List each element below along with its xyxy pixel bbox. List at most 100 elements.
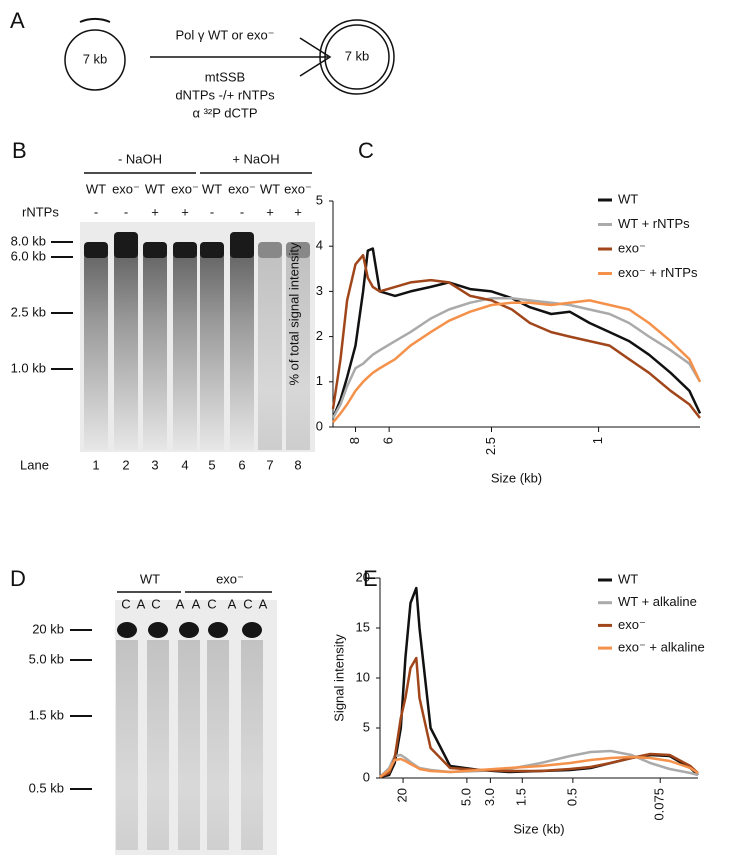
band bbox=[84, 242, 108, 258]
legend-label: exo⁻ bbox=[618, 240, 646, 255]
lane-type: A bbox=[259, 596, 268, 611]
y-tick-label: 3 bbox=[316, 283, 323, 298]
group-label: WT bbox=[140, 571, 160, 586]
size-marker: 6.0 kb bbox=[11, 248, 46, 263]
band bbox=[230, 232, 254, 258]
lane-number: 3 bbox=[151, 457, 158, 472]
lane-number: 7 bbox=[266, 457, 273, 472]
band bbox=[179, 622, 199, 638]
rntp-sign: - bbox=[124, 204, 128, 219]
legend-label: exo⁻ bbox=[618, 617, 646, 632]
rntp-sign: - bbox=[210, 204, 214, 219]
series-line bbox=[379, 755, 699, 778]
y-tick-label: 5 bbox=[363, 719, 370, 734]
panel-label: D bbox=[10, 566, 26, 591]
x-axis-title: Size (kb) bbox=[491, 470, 542, 485]
condition: mtSSB bbox=[205, 69, 245, 84]
lane-number: 8 bbox=[294, 457, 301, 472]
rntp-label: rNTPs bbox=[22, 204, 59, 219]
lane-type: A bbox=[137, 596, 146, 611]
lane-smear bbox=[173, 250, 197, 450]
plasmid-label: 7 kb bbox=[345, 48, 370, 63]
lane-smear bbox=[178, 640, 200, 850]
x-tick-label: 1.5 bbox=[514, 788, 529, 806]
y-tick-label: 10 bbox=[356, 669, 370, 684]
lane-number: 2 bbox=[122, 457, 129, 472]
size-marker: 1.5 kb bbox=[29, 707, 64, 722]
lane-smear bbox=[286, 250, 310, 450]
lane-type: C bbox=[207, 596, 216, 611]
band bbox=[258, 242, 282, 258]
lane-type: C bbox=[151, 596, 160, 611]
legend-label: WT + rNTPs bbox=[618, 216, 690, 231]
x-tick-label: 2.5 bbox=[483, 437, 498, 455]
plasmid-label: 7 kb bbox=[83, 51, 108, 66]
lane-smear bbox=[230, 250, 254, 450]
size-marker: 20 kb bbox=[32, 621, 64, 636]
rntp-sign: - bbox=[240, 204, 244, 219]
x-tick-label: 3.0 bbox=[482, 788, 497, 806]
group-label: + NaOH bbox=[232, 151, 279, 166]
panel-label: B bbox=[12, 138, 27, 163]
y-axis-title: % of total signal intensity bbox=[286, 242, 301, 386]
lane-smear bbox=[84, 250, 108, 450]
lane-genotype: WT bbox=[260, 181, 280, 196]
band bbox=[200, 242, 224, 258]
y-tick-label: 0 bbox=[316, 418, 323, 433]
lane-smear bbox=[207, 640, 229, 850]
lane-smear bbox=[116, 640, 138, 850]
x-tick-label: 1 bbox=[590, 437, 605, 444]
x-tick-label: 0.5 bbox=[564, 788, 579, 806]
y-tick-label: 4 bbox=[316, 238, 323, 253]
size-marker: 2.5 kb bbox=[11, 304, 46, 319]
lane-smear bbox=[258, 250, 282, 450]
legend-label: WT bbox=[618, 191, 638, 206]
lane-smear bbox=[241, 640, 263, 850]
series-line bbox=[379, 586, 699, 779]
lane-number: 1 bbox=[92, 457, 99, 472]
band bbox=[148, 622, 168, 638]
y-tick-label: 2 bbox=[316, 328, 323, 343]
primer-arc bbox=[79, 17, 111, 23]
band bbox=[286, 242, 310, 258]
lane-genotype: WT bbox=[86, 181, 106, 196]
plasmid bbox=[324, 24, 390, 90]
panel-label: C bbox=[358, 138, 374, 163]
band bbox=[208, 622, 228, 638]
rntp-sign: + bbox=[294, 204, 302, 219]
lane-number: 5 bbox=[208, 457, 215, 472]
band bbox=[114, 232, 138, 258]
size-marker: 1.0 kb bbox=[11, 360, 46, 375]
lane-label: Lane bbox=[20, 457, 49, 472]
panel-label: E bbox=[363, 566, 378, 591]
rntp-sign: + bbox=[266, 204, 274, 219]
band bbox=[173, 242, 197, 258]
rntp-sign: + bbox=[181, 204, 189, 219]
group-label: - NaOH bbox=[118, 151, 162, 166]
legend-label: WT bbox=[618, 571, 638, 586]
lane-type: C bbox=[121, 596, 130, 611]
product-strand bbox=[319, 19, 395, 95]
size-marker: 0.5 kb bbox=[29, 780, 64, 795]
lane-number: 4 bbox=[181, 457, 188, 472]
lane-smear bbox=[147, 640, 169, 850]
legend-label: exo⁻ + alkaline bbox=[618, 640, 705, 655]
lane-genotype: WT bbox=[145, 181, 165, 196]
panel-label: A bbox=[10, 8, 25, 33]
y-tick-label: 20 bbox=[356, 569, 370, 584]
lane-genotype: exo⁻ bbox=[112, 181, 140, 196]
arrow-head bbox=[299, 37, 332, 77]
x-tick-label: 5.0 bbox=[458, 788, 473, 806]
lane-smear bbox=[114, 250, 138, 450]
lane-type: A bbox=[228, 596, 237, 611]
size-marker: 5.0 kb bbox=[29, 651, 64, 666]
legend-label: WT + alkaline bbox=[618, 594, 697, 609]
reaction-enzyme: Pol γ WT or exo⁻ bbox=[175, 27, 274, 42]
plasmid bbox=[64, 29, 126, 91]
size-marker: 8.0 kb bbox=[11, 233, 46, 248]
rntp-sign: - bbox=[94, 204, 98, 219]
y-tick-label: 5 bbox=[316, 192, 323, 207]
lane-type: A bbox=[176, 596, 185, 611]
lane-smear bbox=[143, 250, 167, 450]
